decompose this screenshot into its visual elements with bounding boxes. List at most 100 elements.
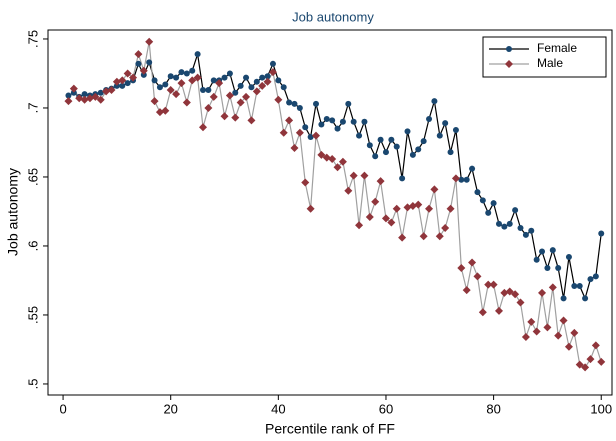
marker [442, 120, 449, 127]
marker [505, 60, 513, 68]
marker [286, 99, 293, 106]
marker [268, 68, 277, 77]
marker [539, 248, 546, 255]
marker [592, 273, 599, 280]
x-tick-label: 40 [271, 401, 285, 416]
marker [489, 280, 498, 289]
marker [258, 81, 267, 90]
marker [436, 132, 443, 139]
marker [166, 86, 175, 95]
marker [209, 92, 218, 101]
marker [156, 84, 163, 91]
marker [516, 298, 525, 307]
marker [431, 98, 438, 105]
marker [344, 186, 353, 195]
marker [591, 341, 600, 350]
marker [484, 280, 493, 289]
marker [134, 50, 143, 59]
y-tick-label: .75 [25, 30, 40, 48]
marker [65, 92, 72, 99]
x-axis-label: Percentile rank of FF [265, 421, 395, 437]
marker [435, 232, 444, 241]
marker [269, 60, 276, 67]
marker [85, 94, 94, 103]
marker [409, 151, 416, 158]
marker [451, 174, 460, 183]
series-line [67, 41, 602, 369]
marker [242, 92, 251, 101]
marker [253, 78, 260, 85]
marker [146, 59, 153, 66]
marker [571, 282, 578, 289]
marker [317, 150, 326, 159]
marker [576, 282, 583, 289]
marker [204, 103, 213, 112]
marker [468, 258, 477, 267]
marker [313, 100, 320, 107]
marker [151, 77, 158, 84]
marker [446, 204, 455, 213]
marker [301, 178, 310, 187]
marker [333, 163, 342, 172]
marker [355, 221, 364, 230]
marker [182, 98, 191, 107]
marker [419, 232, 428, 241]
marker [178, 69, 185, 76]
marker [243, 74, 250, 81]
marker [554, 331, 563, 340]
marker [441, 224, 450, 233]
marker [139, 66, 148, 75]
marker [135, 60, 142, 67]
x-tick-label: 0 [59, 401, 66, 416]
marker [376, 177, 385, 186]
marker [565, 254, 572, 261]
marker [264, 73, 271, 80]
marker [582, 295, 589, 302]
marker [263, 77, 272, 86]
marker [64, 97, 73, 106]
marker [323, 116, 330, 123]
marker [193, 73, 202, 82]
marker [538, 288, 547, 297]
marker [564, 342, 573, 351]
y-tick-label: .55 [25, 306, 40, 324]
marker [425, 204, 434, 213]
marker [334, 125, 341, 132]
x-tick-label: 80 [486, 401, 500, 416]
marker [161, 106, 170, 115]
marker [361, 118, 368, 125]
marker [549, 247, 556, 254]
marker [290, 143, 299, 152]
marker [430, 185, 439, 194]
marker [210, 77, 217, 84]
marker [252, 87, 261, 96]
marker [177, 79, 186, 88]
marker [339, 118, 346, 125]
marker [155, 108, 164, 117]
marker [189, 67, 196, 74]
marker [381, 214, 390, 223]
marker [420, 138, 427, 145]
marker [81, 91, 88, 98]
marker [356, 132, 363, 139]
marker [404, 128, 411, 135]
marker [329, 117, 336, 124]
marker [575, 360, 584, 369]
marker [236, 98, 245, 107]
marker [96, 95, 105, 104]
marker [295, 128, 304, 137]
marker [570, 328, 579, 337]
plot [64, 37, 606, 372]
marker [544, 265, 551, 272]
marker [291, 100, 298, 107]
marker [393, 143, 400, 150]
marker [306, 204, 315, 213]
marker [350, 118, 357, 125]
legend-label: Female [537, 41, 577, 55]
x-tick-label: 60 [379, 401, 393, 416]
marker [458, 176, 465, 183]
marker [490, 200, 497, 207]
x-tick-label: 100 [590, 401, 612, 416]
marker [296, 104, 303, 111]
